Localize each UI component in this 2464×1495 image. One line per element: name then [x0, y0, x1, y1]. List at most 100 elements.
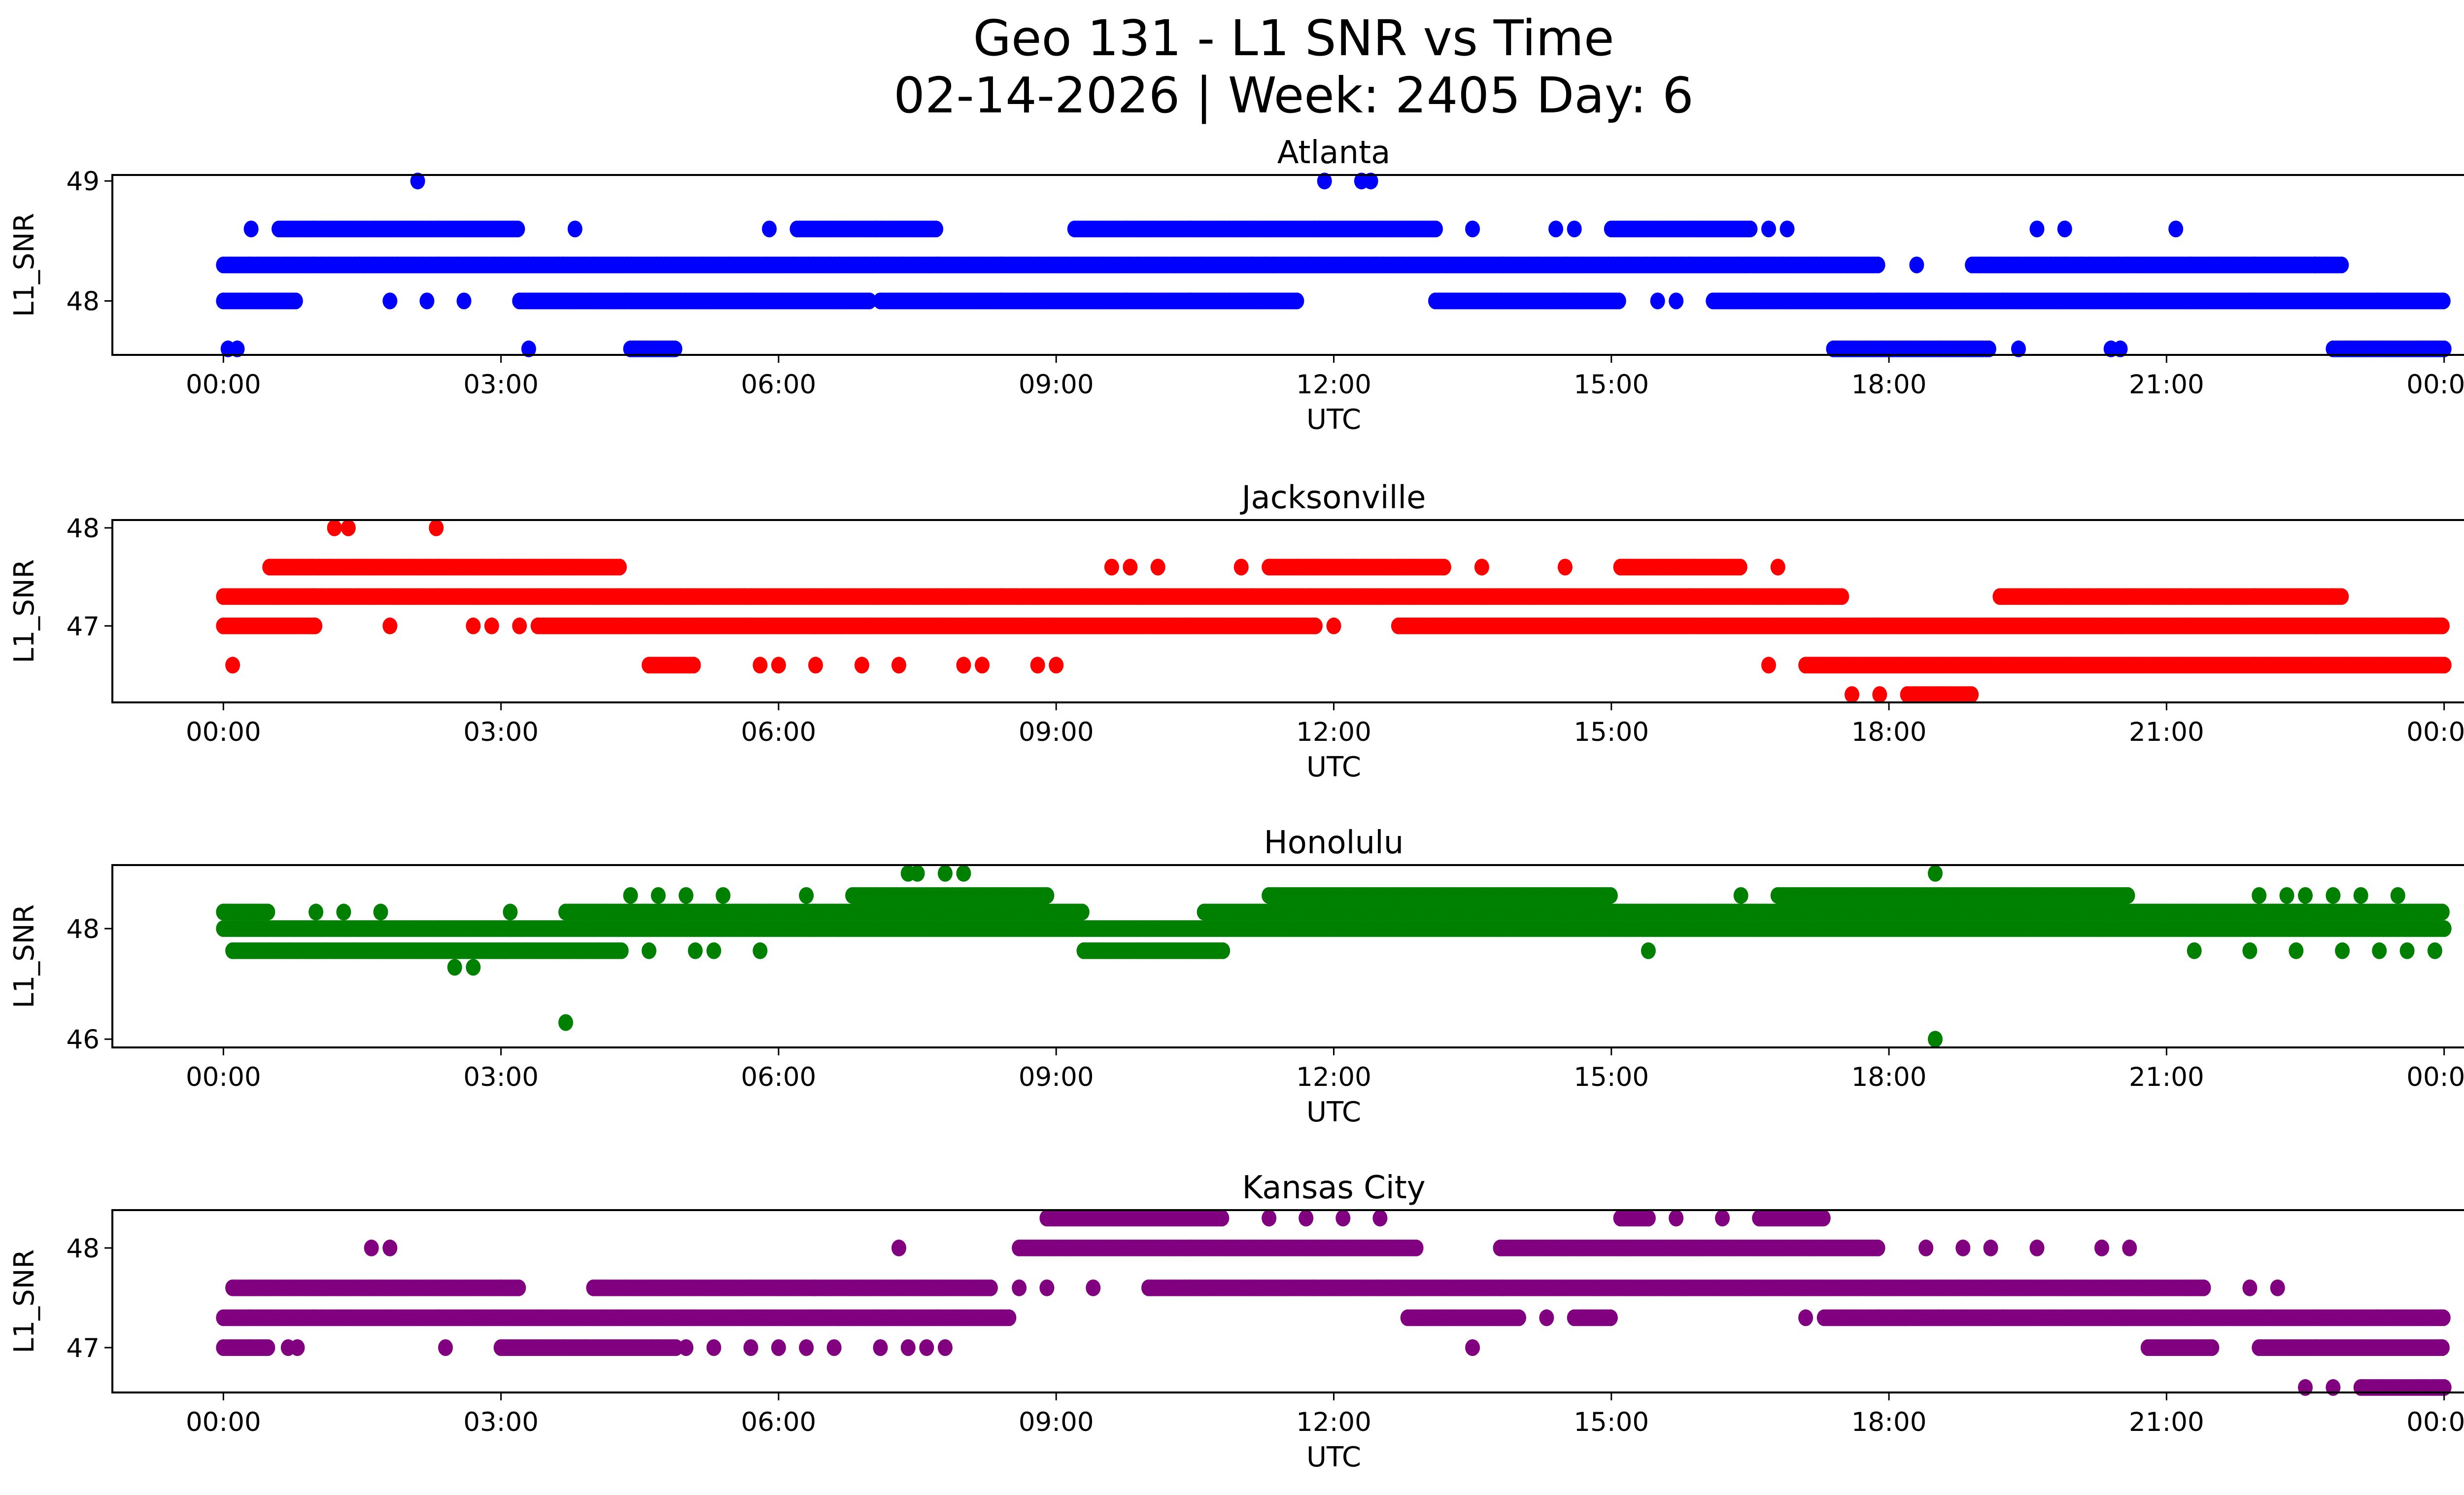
data-point [667, 340, 683, 357]
y-axis-label: L1_SNR [8, 559, 40, 663]
data-series [216, 173, 2452, 357]
data-point [1743, 220, 1758, 238]
panel-title: Jacksonville [1240, 480, 1426, 516]
data-point [891, 657, 906, 674]
y-tick-label: 48 [67, 514, 100, 544]
x-tick-label: 00:00 [186, 717, 261, 747]
data-point [327, 519, 342, 536]
data-point [1909, 256, 1924, 274]
data-point [1428, 220, 1443, 238]
x-tick-label: 06:00 [741, 717, 817, 747]
data-series [216, 865, 2452, 1048]
data-point [1049, 657, 1064, 674]
data-point [2334, 256, 2349, 274]
data-point [243, 220, 259, 238]
data-point [928, 220, 944, 238]
x-axis-label: UTC [1306, 404, 1361, 436]
data-point [521, 340, 536, 357]
data-point [2436, 920, 2452, 937]
data-point [410, 173, 425, 190]
data-point [854, 657, 869, 674]
data-point [2435, 292, 2451, 310]
x-tick-label: 03:00 [463, 370, 539, 400]
data-point [225, 657, 240, 674]
data-point [2168, 220, 2184, 238]
data-point [1307, 617, 1323, 634]
data-point [484, 617, 499, 634]
x-tick-label: 09:00 [1019, 370, 1094, 400]
data-point [1870, 256, 1885, 274]
data-point [1557, 558, 1573, 576]
data-point [308, 617, 323, 634]
data-point [1123, 558, 1138, 576]
data-point [1465, 220, 1480, 238]
data-point [956, 657, 971, 674]
x-tick-label: 21:00 [2129, 717, 2204, 747]
data-point [1317, 173, 1332, 190]
data-point [1150, 558, 1165, 576]
axes-frame [111, 519, 2464, 703]
x-tick-label: 00:00 [2406, 370, 2464, 400]
data-point [975, 657, 990, 674]
x-tick-label: 03:00 [463, 717, 539, 747]
data-point [382, 292, 398, 310]
data-point [2326, 588, 2341, 605]
data-series [216, 519, 2452, 703]
data-point [1548, 220, 1564, 238]
data-point [1761, 657, 1776, 674]
x-tick-label: 09:00 [1019, 717, 1094, 747]
data-point [2436, 657, 2452, 674]
x-tick-label: 00:00 [186, 370, 261, 400]
data-point [510, 220, 525, 238]
chart-title: Geo 131 - L1 SNR vs Time [973, 9, 1614, 67]
data-point [1233, 558, 1249, 576]
data-point [2029, 220, 2045, 238]
data-point [612, 558, 627, 576]
data-point [429, 519, 444, 536]
data-point [1732, 558, 1747, 576]
data-point [1770, 558, 1785, 576]
data-point [1104, 558, 1119, 576]
data-point [1363, 173, 1378, 190]
chart-subtitle: 02-14-2026 | Week: 2405 Day: 6 [893, 67, 1693, 124]
x-tick-label: 06:00 [741, 370, 817, 400]
data-point [1981, 340, 1996, 357]
data-point [1669, 292, 1684, 310]
x-axis-label: UTC [1306, 751, 1361, 783]
data-point [762, 220, 777, 238]
data-point [2057, 220, 2072, 238]
data-point [341, 519, 356, 536]
data-point [1780, 220, 1795, 238]
y-axis-label: L1_SNR [8, 213, 40, 317]
x-tick-label: 18:00 [1851, 717, 1927, 747]
panel-title: Atlanta [1277, 135, 1391, 171]
data-point [686, 657, 701, 674]
x-tick-label: 00:00 [2406, 717, 2464, 747]
data-point [1761, 220, 1776, 238]
data-point [1289, 292, 1304, 310]
data-point [808, 657, 823, 674]
data-point [1567, 220, 1582, 238]
panel-title: Honolulu [1264, 825, 1404, 861]
y-tick-label: 49 [67, 167, 100, 197]
data-point [2307, 256, 2322, 274]
x-tick-label: 15:00 [1574, 370, 1649, 400]
data-point [567, 220, 582, 238]
data-point [1436, 558, 1451, 576]
data-point [382, 617, 398, 634]
x-tick-label: 12:00 [1296, 370, 1371, 400]
data-point [2011, 340, 2026, 357]
data-point [1474, 558, 1489, 576]
data-point [419, 292, 435, 310]
data-point [260, 904, 275, 921]
data-point [753, 657, 768, 674]
data-point [2434, 617, 2450, 634]
data-point [1611, 292, 1626, 310]
y-tick-label: 48 [67, 287, 100, 317]
data-point [1845, 686, 1859, 703]
y-tick-label: 47 [67, 612, 100, 642]
data-point [2436, 340, 2452, 357]
